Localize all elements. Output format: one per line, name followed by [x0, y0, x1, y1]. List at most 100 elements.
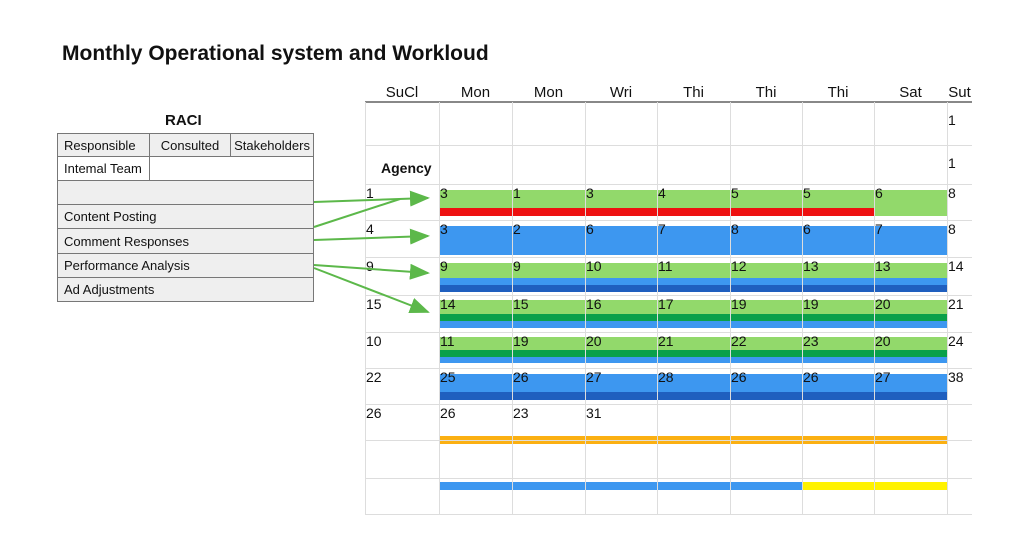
- day-number: 20: [586, 333, 602, 349]
- workload-bar-red[interactable]: [439, 208, 874, 216]
- day-number: 22: [731, 333, 747, 349]
- day-number: 8: [731, 221, 739, 237]
- workload-bar-blue[interactable]: [439, 482, 802, 490]
- day-number: 26: [731, 369, 747, 385]
- day-number: 13: [875, 258, 891, 274]
- task-performance-analysis[interactable]: Performance Analysis: [57, 253, 314, 278]
- day-header: Thi: [683, 84, 704, 101]
- day-number: 10: [366, 333, 382, 349]
- day-number: 9: [513, 258, 521, 274]
- day-number: 24: [948, 333, 964, 349]
- workload-bar-green[interactable]: [439, 263, 947, 278]
- day-number: 26: [440, 405, 456, 421]
- workload-bar-blue[interactable]: [439, 374, 947, 392]
- day-number: 26: [513, 369, 529, 385]
- grid-vline: [802, 102, 803, 514]
- day-number: 5: [803, 185, 811, 201]
- day-number: 27: [586, 369, 602, 385]
- day-number: 25: [440, 369, 456, 385]
- day-number: 9: [440, 258, 448, 274]
- day-number: 21: [658, 333, 674, 349]
- day-number: 26: [803, 369, 819, 385]
- grid-vline: [439, 102, 440, 514]
- grid-hline: [365, 257, 972, 258]
- page-title: Monthly Operational system and Workloud: [62, 42, 489, 65]
- header-divider: [365, 101, 972, 103]
- day-number: 6: [586, 221, 594, 237]
- day-number: 26: [366, 405, 382, 421]
- workload-bar-green[interactable]: [439, 337, 947, 350]
- grid-vline: [947, 102, 948, 514]
- day-number: 6: [875, 185, 883, 201]
- day-number: 22: [366, 369, 382, 385]
- day-number: 3: [440, 185, 448, 201]
- arrow: [313, 190, 430, 207]
- workload-bar-blue[interactable]: [439, 321, 947, 328]
- workload-bar-dark-blue[interactable]: [439, 392, 947, 400]
- workload-bar-dark-green[interactable]: [439, 350, 947, 357]
- arrow: [313, 263, 430, 280]
- grid-vline: [512, 102, 513, 514]
- grid-hline: [365, 478, 972, 479]
- day-header: Sut: [948, 84, 971, 101]
- raci-header-stakeholders: Stakeholders: [230, 133, 314, 157]
- day-header: Mon: [533, 84, 564, 101]
- day-number: 1: [948, 155, 956, 171]
- workload-bar-blue[interactable]: [439, 226, 947, 255]
- raci-header-consulted: Consulted: [149, 133, 231, 157]
- task-content-posting[interactable]: Content Posting: [57, 204, 314, 229]
- workload-bar-green[interactable]: [439, 300, 947, 314]
- day-number: 15: [513, 296, 529, 312]
- raci-empty-cell: [149, 156, 314, 181]
- day-number: 21: [948, 296, 964, 312]
- day-number: 14: [440, 296, 456, 312]
- day-header: Mon: [460, 84, 491, 101]
- task-ad-adjustments[interactable]: Ad Adjustments: [57, 277, 314, 302]
- grid-vline: [874, 102, 875, 514]
- day-number: 11: [658, 258, 673, 274]
- day-header: SuCl: [385, 84, 419, 101]
- grid-vline: [657, 102, 658, 514]
- workload-bar-blue[interactable]: [439, 357, 947, 363]
- day-number: 7: [875, 221, 883, 237]
- day-number: 20: [875, 296, 891, 312]
- day-number: 8: [948, 221, 956, 237]
- day-number: 19: [513, 333, 529, 349]
- day-number: 20: [875, 333, 891, 349]
- workload-bar-blue[interactable]: [439, 278, 947, 285]
- day-number: 23: [803, 333, 819, 349]
- day-number: 23: [513, 405, 529, 421]
- day-number: 28: [658, 369, 674, 385]
- day-number: 16: [586, 296, 602, 312]
- day-number: 14: [948, 258, 964, 274]
- grid-hline: [365, 440, 972, 441]
- grid-hline: [365, 514, 972, 515]
- day-number: 10: [586, 258, 602, 274]
- day-number: 2: [513, 221, 521, 237]
- day-header: Sat: [899, 84, 922, 101]
- workload-bar-dark-blue[interactable]: [439, 285, 947, 292]
- grid-vline: [730, 102, 731, 514]
- day-number: 19: [731, 296, 747, 312]
- agency-label: Agency: [381, 160, 432, 176]
- day-number: 15: [366, 296, 382, 312]
- day-number: 4: [658, 185, 666, 201]
- raci-title: RACI: [165, 112, 202, 129]
- day-header: Thi: [827, 84, 849, 101]
- day-number: 27: [875, 369, 891, 385]
- day-number: 31: [586, 405, 602, 421]
- day-number: 38: [948, 369, 964, 385]
- workload-bar-dark-green[interactable]: [439, 314, 947, 321]
- day-number: 1: [513, 185, 521, 201]
- day-number: 3: [586, 185, 594, 201]
- day-number: 4: [366, 221, 374, 237]
- grid-hline: [365, 184, 972, 185]
- day-number: 8: [948, 185, 956, 201]
- day-number: 1: [366, 185, 374, 201]
- raci-header-responsible: Responsible: [57, 133, 150, 157]
- raci-team-cell: Intemal Team: [57, 156, 150, 181]
- day-number: 6: [803, 221, 811, 237]
- arrow: [313, 198, 401, 228]
- day-number: 7: [658, 221, 666, 237]
